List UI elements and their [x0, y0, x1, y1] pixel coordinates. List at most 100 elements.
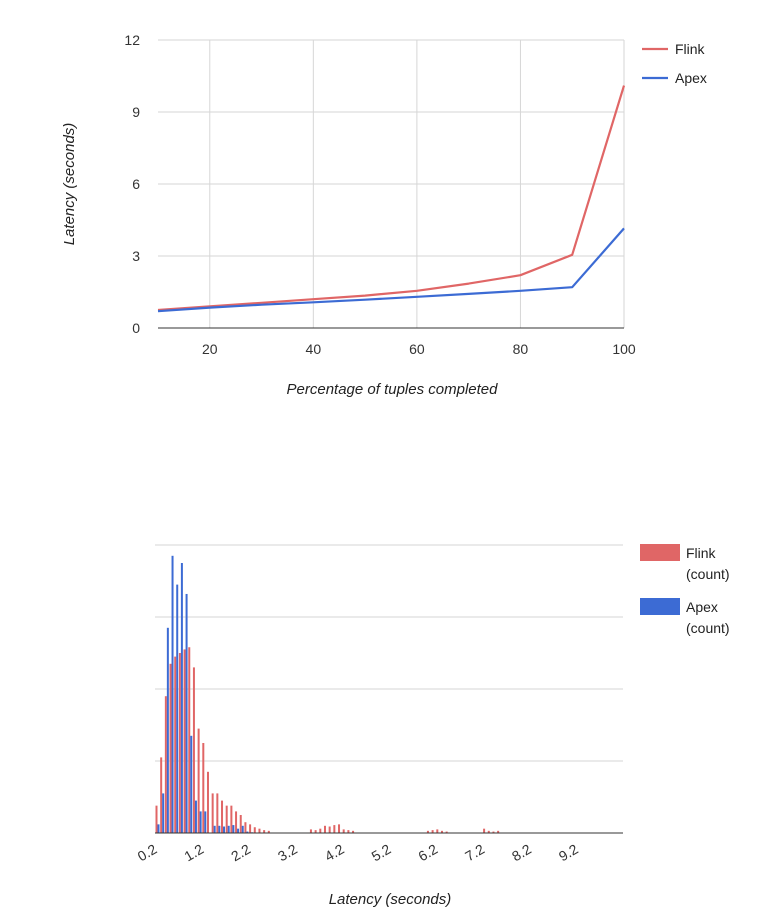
- line-chart-y-tick-label: 0: [132, 320, 140, 336]
- flink-bar: [323, 825, 326, 833]
- apex-bar: [204, 811, 207, 833]
- flink-bar: [178, 653, 181, 833]
- line-chart-x-tick-label: 60: [409, 341, 425, 357]
- flink-bar: [445, 831, 448, 833]
- flink-bar: [253, 827, 256, 833]
- line-chart-series: [157, 85, 626, 313]
- line-chart-x-tick-label: 80: [513, 341, 529, 357]
- flink-bar: [258, 828, 261, 833]
- legend-label: Flink: [675, 41, 706, 57]
- flink-bar: [164, 696, 167, 833]
- histogram-bars: [155, 555, 500, 833]
- apex-bar: [232, 825, 235, 833]
- histogram-x-tick-label: 5.2: [369, 841, 394, 865]
- flink-bar: [188, 647, 191, 833]
- flink-bar: [249, 824, 252, 833]
- flink-bar: [338, 824, 341, 833]
- line-series-apex: [157, 227, 625, 313]
- apex-bar: [218, 825, 221, 833]
- apex-bar: [223, 826, 226, 833]
- flink-bar: [183, 649, 186, 833]
- flink-bar: [487, 830, 490, 833]
- line-chart-x-tick-labels: 20 40 60 80 100: [202, 341, 636, 357]
- histogram-x-tick-label: 2.2: [228, 841, 253, 865]
- apex-bar: [180, 563, 183, 833]
- histogram-x-axis-title: Latency (seconds): [329, 891, 452, 908]
- flink-bar: [309, 829, 312, 833]
- flink-bar: [221, 800, 224, 833]
- apex-bar: [227, 825, 230, 833]
- apex-bar: [176, 584, 179, 833]
- legend-box-swatch: [640, 598, 680, 615]
- apex-bar: [199, 811, 202, 833]
- histogram-x-tick-label: 1.2: [181, 841, 206, 865]
- flink-bar: [235, 811, 238, 833]
- flink-bar: [174, 656, 177, 833]
- flink-bar: [267, 830, 270, 833]
- flink-bar: [244, 822, 247, 833]
- flink-bar: [352, 830, 355, 833]
- apex-bar: [171, 555, 174, 833]
- apex-bar: [237, 828, 240, 833]
- histogram-x-tick-labels: 0.2 1.2 2.2 3.2 4.2 5.2 6.2 7.2 8.2 9.2: [135, 841, 581, 865]
- flink-bar: [197, 728, 200, 833]
- line-chart: 0 3 6 9 12 20 40 60 80 100 Percentage of tuples …: [61, 32, 707, 398]
- line-chart-x-tick-label: 40: [306, 341, 322, 357]
- flink-bar: [239, 815, 242, 833]
- line-chart-x-tick-label: 20: [202, 341, 218, 357]
- flink-bar: [333, 825, 336, 833]
- flink-bar: [155, 805, 158, 833]
- flink-bar: [160, 757, 163, 833]
- legend-box-swatch: [640, 544, 680, 561]
- histogram-x-tick-label: 7.2: [462, 841, 487, 865]
- flink-bar: [426, 830, 429, 833]
- line-chart-x-tick-label: 100: [612, 341, 636, 357]
- legend-label: Apex: [675, 70, 707, 86]
- flink-bar: [328, 826, 331, 833]
- flink-bar: [202, 743, 205, 833]
- line-chart-y-tick-label: 3: [132, 248, 140, 264]
- flink-bar: [216, 793, 219, 833]
- flink-bar: [492, 831, 495, 833]
- histogram-x-tick-label: 0.2: [135, 841, 160, 865]
- line-chart-legend: Flink Apex: [642, 41, 707, 86]
- apex-bar: [213, 825, 216, 833]
- histogram-x-tick-label: 4.2: [322, 841, 347, 865]
- flink-bar: [431, 830, 434, 833]
- line-series-flink: [157, 85, 626, 312]
- histogram-legend: Flink (count) Apex (count): [640, 544, 730, 636]
- line-chart-y-tick-labels: 0 3 6 9 12: [124, 32, 140, 336]
- flink-bar: [483, 828, 486, 833]
- histogram-x-tick-label: 9.2: [556, 841, 581, 865]
- histogram-chart: 0.2 1.2 2.2 3.2 4.2 5.2 6.2 7.2 8.2 9.2 Latency (…: [135, 544, 730, 908]
- line-chart-y-tick-label: 9: [132, 104, 140, 120]
- flink-bar: [436, 829, 439, 833]
- apex-bar: [246, 831, 249, 833]
- flink-bar: [225, 805, 228, 833]
- line-chart-y-tick-label: 12: [124, 32, 140, 48]
- apex-bar: [157, 824, 160, 833]
- apex-bar: [162, 793, 165, 833]
- apex-bar: [194, 800, 197, 833]
- flink-bar: [169, 663, 172, 833]
- line-chart-gridlines: [158, 39, 625, 329]
- histogram-x-tick-label: 3.2: [275, 841, 300, 865]
- apex-bar: [166, 627, 169, 833]
- flink-bar: [497, 830, 500, 833]
- legend-label: Apex (count): [686, 599, 730, 636]
- histogram-gridlines: [155, 544, 623, 762]
- apex-bar: [185, 593, 188, 833]
- apex-bar: [241, 825, 244, 833]
- flink-bar: [192, 667, 195, 833]
- flink-bar: [319, 828, 322, 833]
- line-chart-y-tick-label: 6: [132, 176, 140, 192]
- legend-label: Flink (count): [686, 545, 730, 582]
- flink-bar: [342, 829, 345, 833]
- flink-bar: [263, 830, 266, 833]
- flink-bar: [230, 805, 233, 833]
- histogram-x-tick-label: 6.2: [415, 841, 440, 865]
- histogram-x-tick-label: 8.2: [509, 841, 534, 865]
- flink-bar: [206, 771, 209, 833]
- apex-bar: [190, 735, 193, 833]
